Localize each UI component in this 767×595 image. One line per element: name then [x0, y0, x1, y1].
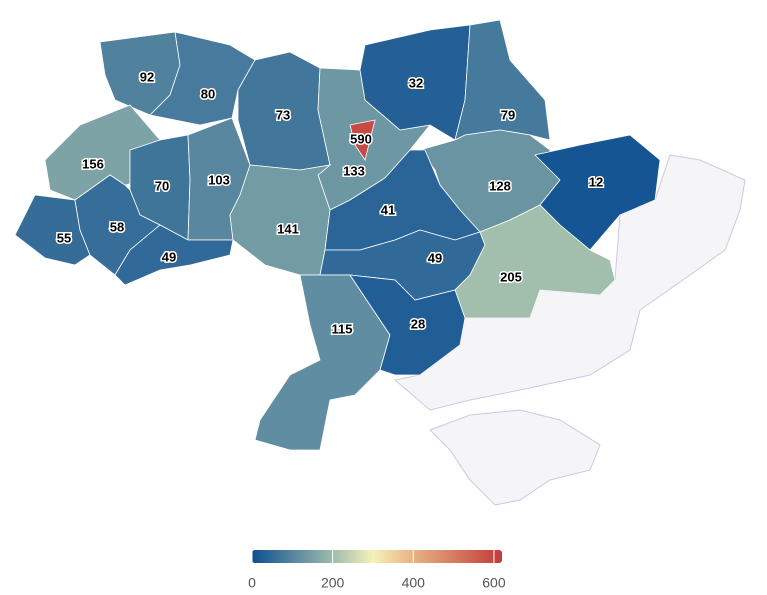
region-label: 590 [350, 131, 372, 146]
region-label: 12 [589, 174, 603, 189]
region [149, 31, 256, 126]
region-label: 70 [155, 178, 169, 193]
no-data-area [393, 154, 746, 506]
region-labels: 92 80 73 590 133 32 79 156 70 103 128 12 55 58 49 141 41… [55, 68, 604, 338]
region-label: 80 [201, 86, 215, 101]
region [359, 24, 471, 141]
color-tick-label: 0 [248, 575, 256, 591]
region-label: 133 [343, 163, 365, 178]
region [229, 164, 332, 276]
color-legend: 0 200 400 600 [248, 550, 506, 591]
region-label: 58 [110, 219, 124, 234]
color-tick-label: 400 [402, 575, 426, 591]
color-tick-label: 600 [482, 575, 506, 591]
region [114, 224, 234, 286]
region-label: 49 [162, 249, 176, 264]
region-label: 55 [57, 230, 71, 245]
region-label: 92 [140, 69, 154, 84]
region-label: 205 [500, 269, 522, 284]
color-tick-label: 200 [321, 575, 345, 591]
regions [14, 19, 661, 451]
region-label: 79 [501, 107, 515, 122]
region-label: 141 [277, 221, 299, 236]
region-label: 32 [409, 75, 423, 90]
region-label: 103 [208, 172, 230, 187]
region-label: 28 [411, 316, 425, 331]
color-bar [252, 550, 502, 563]
region-label: 156 [82, 156, 104, 171]
region [349, 119, 376, 161]
no-data-region [429, 409, 601, 506]
region-label: 128 [489, 178, 511, 193]
region [349, 274, 466, 376]
region [534, 134, 661, 251]
region-label: 73 [276, 107, 290, 122]
region-label: 41 [381, 202, 395, 217]
region-label: 49 [428, 250, 442, 265]
region-label: 115 [332, 321, 353, 336]
region [454, 204, 616, 319]
